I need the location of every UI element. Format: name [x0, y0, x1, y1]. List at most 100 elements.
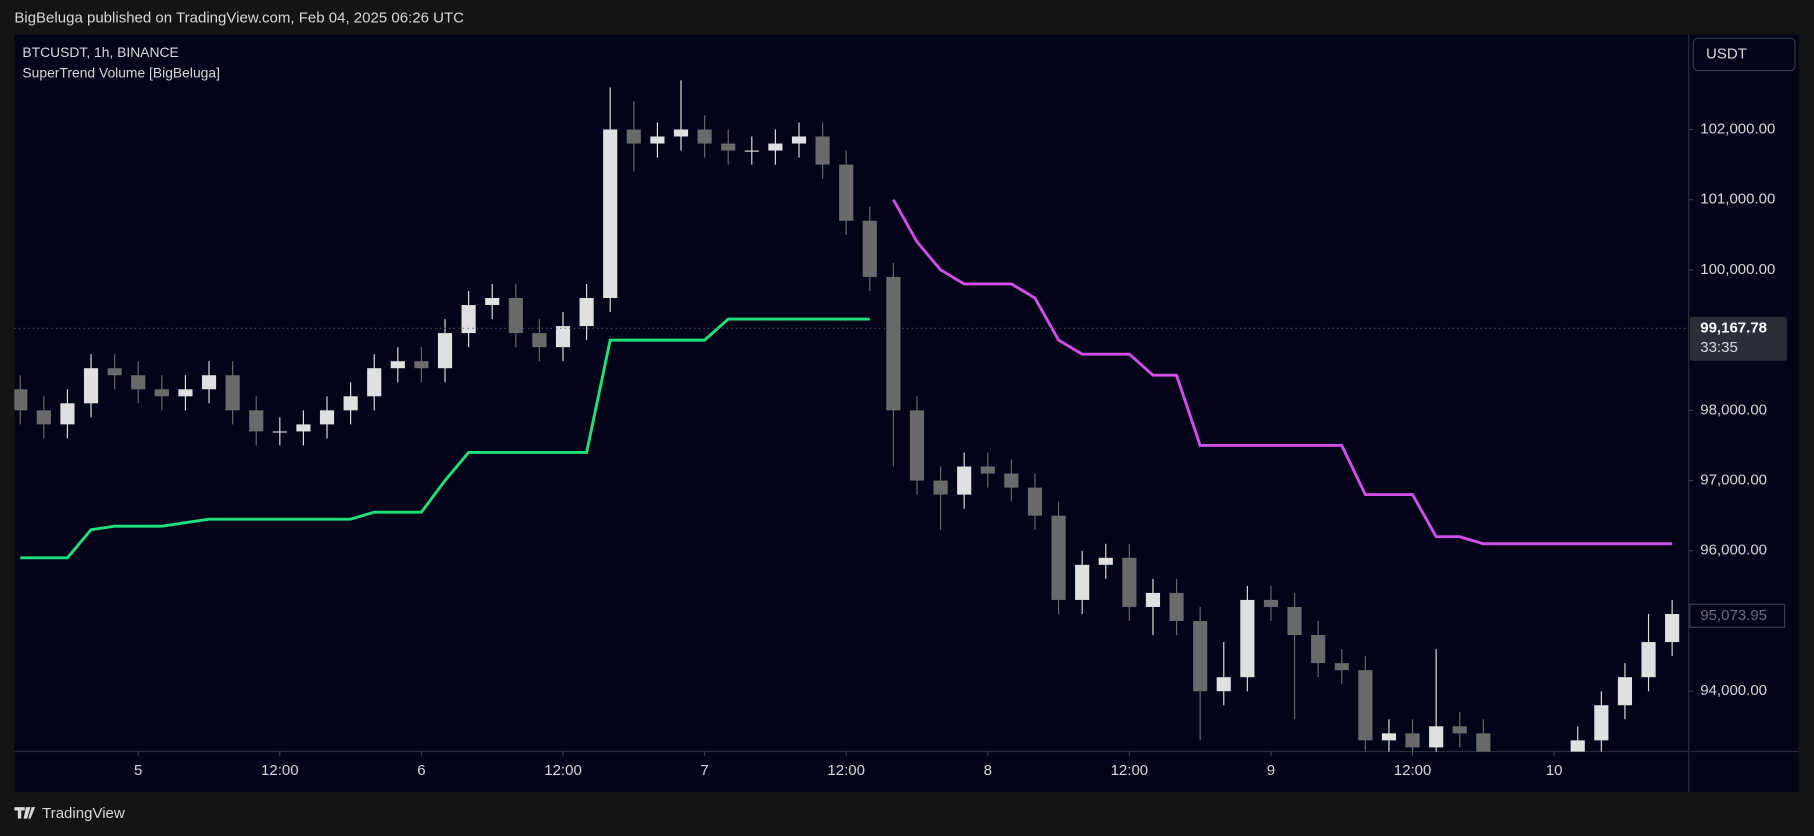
candle-body [886, 276, 901, 411]
candle-body [414, 361, 429, 369]
price-label: 99,167.78 [1700, 319, 1767, 336]
candle-body [367, 368, 382, 397]
x-tick-label: 7 [700, 762, 708, 779]
candle-body [1594, 705, 1609, 741]
candle-body [1004, 473, 1019, 488]
y-tick-label: 96,000.00 [1700, 542, 1767, 559]
candle-body [272, 431, 287, 433]
x-tick-label: 6 [417, 762, 425, 779]
footer: TradingView [42, 805, 125, 822]
candle-body [296, 424, 311, 432]
x-tick-label: 12:00 [261, 762, 299, 779]
candle-body [1122, 557, 1137, 607]
plot-area [14, 80, 1680, 752]
candle-body [768, 143, 783, 151]
candle-body [555, 326, 571, 348]
x-tick-label: 8 [984, 762, 992, 779]
candle-body [1075, 564, 1090, 600]
candle-body [249, 410, 264, 432]
candle-body [1263, 599, 1279, 607]
y-tick-label: 97,000.00 [1700, 472, 1767, 489]
candle-body [131, 375, 146, 390]
candle-body [1240, 599, 1255, 678]
candle-body [1169, 592, 1184, 621]
x-tick-label: 10 [1546, 762, 1563, 779]
candle-body [1570, 740, 1585, 752]
candle-body [1476, 733, 1491, 752]
candle-body [60, 403, 75, 425]
candle-body [1381, 733, 1397, 741]
candle-body [1193, 620, 1208, 692]
x-tick-label: 5 [134, 762, 142, 779]
candle-body [1287, 606, 1302, 636]
supertrend-line [20, 317, 870, 560]
candle-body [1358, 670, 1373, 741]
candle-body [650, 136, 665, 144]
last-price-badge [1689, 603, 1786, 628]
candle-body [1216, 677, 1231, 692]
candle-body [437, 333, 453, 369]
candle-body [721, 143, 736, 151]
candle-body [1334, 663, 1349, 671]
x-tick-label: 12:00 [1111, 762, 1149, 779]
candle-body [933, 480, 948, 495]
candle-body [107, 368, 122, 376]
candle-body [839, 164, 854, 221]
currency-button[interactable] [1692, 37, 1796, 72]
chart-panel [14, 34, 1799, 793]
y-tick-label: 94,000.00 [1700, 682, 1767, 699]
candle-body [201, 375, 217, 390]
last-price-label: 95,073.95 [1700, 607, 1767, 624]
candle-body [1405, 733, 1420, 748]
candle-body [980, 466, 995, 474]
candle-body [461, 305, 476, 334]
y-tick-label: 100,000.00 [1700, 261, 1775, 278]
x-tick-label: 12:00 [1394, 762, 1432, 779]
candle-body [343, 396, 358, 411]
x-tick-label: 12:00 [827, 762, 865, 779]
candle-body [909, 410, 925, 481]
candle-body [603, 129, 618, 298]
candle-body [791, 136, 807, 144]
price-badge [1689, 316, 1787, 361]
candle-body [1098, 557, 1113, 565]
candle-body [225, 375, 240, 411]
x-tick-label: 9 [1267, 762, 1275, 779]
y-tick-label: 102,000.00 [1700, 120, 1775, 137]
candle-body [626, 129, 641, 144]
candle-body [390, 361, 405, 369]
candle-body [862, 220, 877, 277]
candle-body [154, 389, 169, 397]
candle-body [1641, 642, 1656, 678]
candle-body [36, 410, 51, 425]
candle-body [508, 297, 523, 334]
candle-body [319, 410, 335, 425]
candle-body [1429, 726, 1444, 748]
candle-body [579, 297, 594, 327]
candle-body [83, 368, 99, 404]
candle-body [1145, 592, 1161, 607]
candle-body [1452, 726, 1467, 734]
candle-body [957, 466, 972, 495]
indicator-legend: SuperTrend Volume [BigBeluga] [22, 65, 220, 81]
currency-label: USDT [1706, 45, 1747, 62]
candle-body [744, 150, 759, 152]
candle-body [178, 389, 193, 397]
candle-body [673, 129, 689, 137]
header: BigBeluga published on TradingView.com, … [14, 9, 464, 26]
candle-body [1617, 677, 1633, 706]
candle-body [1027, 487, 1043, 516]
y-tick-label: 98,000.00 [1700, 401, 1767, 418]
candle-body [697, 129, 712, 144]
candle-body [1051, 515, 1066, 600]
tv-logo [14, 807, 36, 819]
x-tick-label: 12:00 [544, 762, 582, 779]
supertrend-line [892, 198, 1673, 546]
candle-body [14, 389, 28, 411]
candle-body [485, 297, 500, 306]
candle-body [532, 333, 547, 348]
countdown-label: 33:35 [1700, 339, 1738, 356]
candle-body [1311, 635, 1326, 664]
